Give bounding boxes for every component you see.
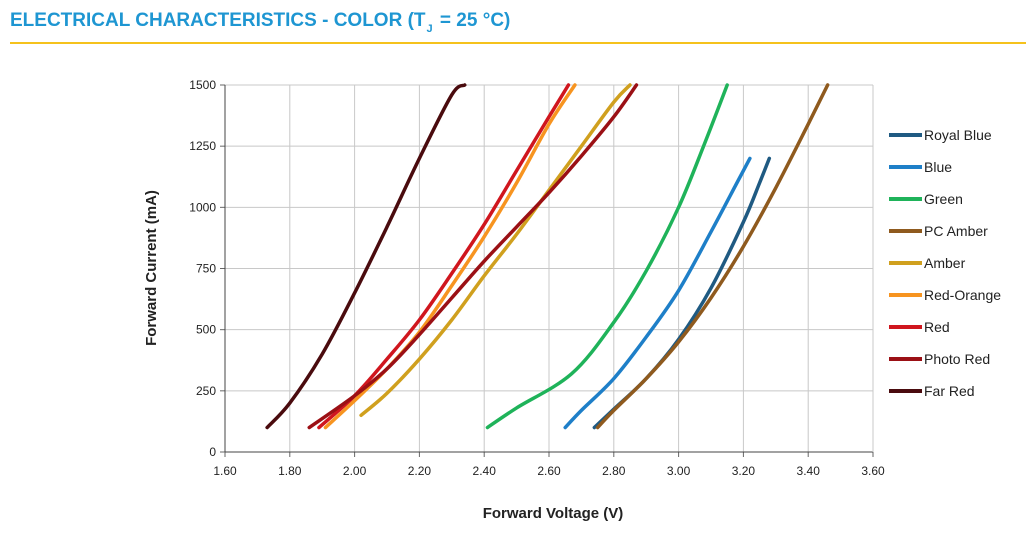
legend-label: Red-Orange <box>924 287 1001 303</box>
page-header: ELECTRICAL CHARACTERISTICS - COLOR (TJ =… <box>10 8 1028 44</box>
legend-label: PC Amber <box>924 223 988 239</box>
title-divider <box>10 42 1026 44</box>
x-tick-label: 1.80 <box>278 464 302 478</box>
legend-item-pc-amber: PC Amber <box>889 223 988 239</box>
legend-item-amber: Amber <box>889 255 966 271</box>
legend-item-royal-blue: Royal Blue <box>889 127 992 143</box>
x-tick-label: 2.40 <box>473 464 497 478</box>
legend-item-red-orange: Red-Orange <box>889 287 1001 303</box>
y-tick-label: 750 <box>196 262 216 276</box>
series-line-green <box>485 83 729 430</box>
legend-label: Royal Blue <box>924 127 992 143</box>
series-line-red-orange <box>323 83 577 430</box>
title-subscript: J <box>426 23 433 35</box>
x-tick-label: 2.20 <box>408 464 432 478</box>
series-line-red <box>317 83 571 430</box>
legend: Royal Blue Blue Green PC Amber Amber Red-Oran… <box>889 127 1001 399</box>
x-tick-label: 2.80 <box>602 464 626 478</box>
y-tick-label: 1250 <box>189 139 216 153</box>
legend-label: Far Red <box>924 383 975 399</box>
x-tick-label: 3.60 <box>861 464 885 478</box>
legend-label: Amber <box>924 255 966 271</box>
y-tick-label: 500 <box>196 323 216 337</box>
legend-item-red: Red <box>889 319 950 335</box>
x-tick-label: 1.60 <box>213 464 237 478</box>
legend-label: Blue <box>924 159 952 175</box>
title-prefix: ELECTRICAL CHARACTERISTICS - COLOR (T <box>10 10 426 31</box>
legend-label: Green <box>924 191 963 207</box>
legend-item-green: Green <box>889 191 963 207</box>
y-tick-label: 1000 <box>189 200 216 214</box>
y-tick-label: 0 <box>209 445 216 459</box>
legend-item-far-red: Far Red <box>889 383 975 399</box>
y-tick-label: 1500 <box>189 78 216 92</box>
legend-item-blue: Blue <box>889 159 952 175</box>
legend-label: Red <box>924 319 950 335</box>
series-line-pc-amber <box>595 83 830 430</box>
legend-item-photo-red: Photo Red <box>889 351 990 367</box>
y-axis-label: Forward Current (mA) <box>143 190 160 346</box>
y-tick-label: 250 <box>196 384 216 398</box>
series-line-far-red <box>265 83 467 430</box>
series-line-amber <box>359 83 632 418</box>
series-line-photo-red <box>307 83 639 430</box>
title-suffix: = 25 °C) <box>434 10 511 31</box>
x-axis-label: Forward Voltage (V) <box>483 505 624 522</box>
x-tick-label: 3.40 <box>797 464 821 478</box>
page-title: ELECTRICAL CHARACTERISTICS - COLOR (TJ =… <box>10 8 1028 42</box>
series-lines <box>265 83 830 430</box>
series-line-blue <box>563 156 752 430</box>
x-tick-label: 3.20 <box>732 464 756 478</box>
axes: 1.60 1.80 2.00 2.20 2.40 2.60 2.80 3.00 3.20 3.40… <box>189 78 885 478</box>
x-tick-label: 2.60 <box>537 464 561 478</box>
x-tick-label: 3.00 <box>667 464 691 478</box>
legend-label: Photo Red <box>924 351 990 367</box>
x-tick-label: 2.00 <box>343 464 367 478</box>
